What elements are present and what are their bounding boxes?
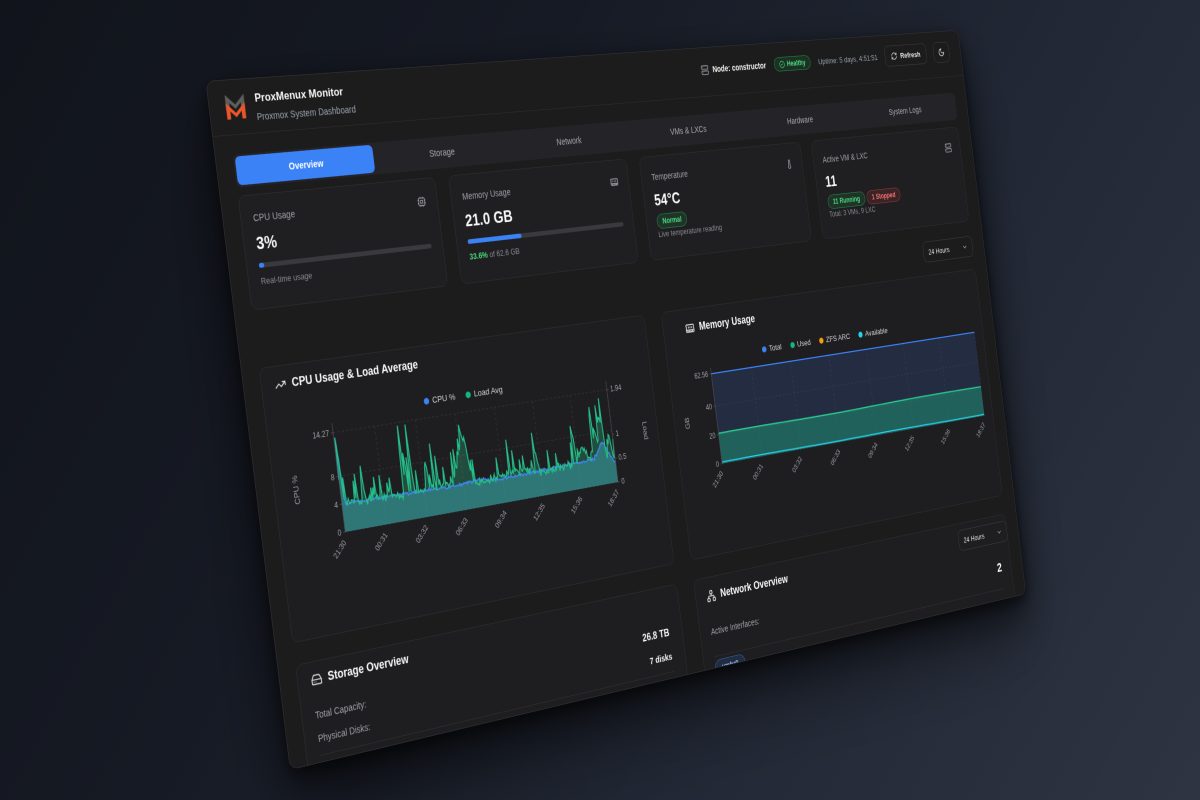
svg-text:21:30: 21:30 [332,538,348,561]
svg-text:18:37: 18:37 [975,421,986,439]
svg-text:15:36: 15:36 [940,427,952,446]
svg-text:1: 1 [615,429,619,438]
svg-text:03:32: 03:32 [414,523,429,545]
svg-text:62.56: 62.56 [694,370,709,381]
svg-text:14.27: 14.27 [312,429,330,441]
svg-text:CPU %: CPU % [290,474,302,505]
svg-text:Load: Load [641,421,650,440]
svg-text:21:30: 21:30 [711,469,724,489]
svg-text:20: 20 [709,431,717,441]
svg-text:06:33: 06:33 [454,515,469,537]
svg-text:0: 0 [715,460,719,469]
svg-text:15:36: 15:36 [570,494,585,515]
svg-text:06:33: 06:33 [829,447,842,467]
svg-text:12:35: 12:35 [904,434,916,453]
svg-text:00:31: 00:31 [373,531,389,553]
svg-text:GB: GB [683,417,691,430]
svg-text:0.5: 0.5 [618,452,627,462]
svg-text:1.94: 1.94 [610,383,623,393]
svg-text:8: 8 [330,472,335,482]
svg-text:0: 0 [337,528,342,538]
svg-text:18:37: 18:37 [607,488,621,509]
svg-text:09:34: 09:34 [867,440,879,459]
svg-text:0: 0 [621,477,626,486]
svg-text:4: 4 [334,500,339,510]
svg-text:40: 40 [705,403,713,412]
svg-text:12:35: 12:35 [532,501,547,522]
svg-text:00:31: 00:31 [752,462,765,482]
svg-text:03:32: 03:32 [791,455,804,474]
svg-text:09:34: 09:34 [494,508,509,530]
